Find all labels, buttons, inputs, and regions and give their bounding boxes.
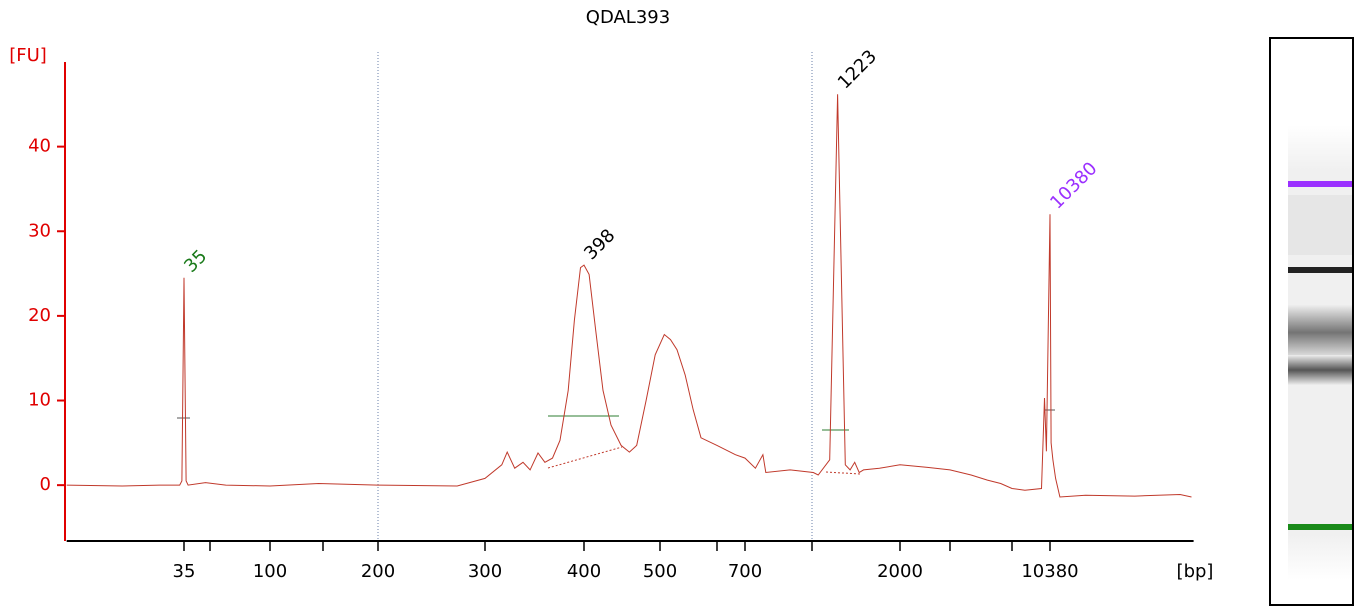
- y-tick-label: 20: [28, 305, 51, 326]
- trace: [66, 94, 1192, 498]
- x-tick-label: 10380: [1021, 561, 1078, 582]
- gel-band: [1288, 355, 1352, 385]
- x-tick-label: 300: [468, 561, 502, 582]
- y-tick-label: 0: [40, 474, 51, 495]
- chart-title: QDAL393: [586, 7, 670, 28]
- x-tick-label: 100: [253, 561, 287, 582]
- y-tick-label: 40: [28, 136, 51, 157]
- baseline: [825, 471, 861, 475]
- x-tick-label: 35: [173, 561, 196, 582]
- peak-label: 398: [580, 225, 619, 264]
- x-tick-label: 400: [567, 561, 601, 582]
- gel-marker-upper: [1288, 181, 1352, 187]
- gel-smear: [1288, 305, 1352, 360]
- x-tick-label: 200: [361, 561, 395, 582]
- x-axis-label: [bp]: [1177, 561, 1214, 582]
- y-axis-label: [FU]: [9, 45, 47, 66]
- x-tick-label: 2000: [877, 561, 923, 582]
- y-tick-label: 10: [28, 390, 51, 411]
- peak-label: 35: [180, 246, 211, 277]
- x-tick-label: 700: [728, 561, 762, 582]
- baseline: [547, 446, 623, 469]
- gel-smear: [1288, 195, 1352, 255]
- peak-label: 1223: [834, 46, 881, 93]
- x-tick-label: 500: [643, 561, 677, 582]
- gel-marker-lower: [1288, 524, 1352, 530]
- gel-band: [1288, 267, 1352, 273]
- peak-label: 10380: [1046, 158, 1101, 213]
- y-tick-label: 30: [28, 220, 51, 241]
